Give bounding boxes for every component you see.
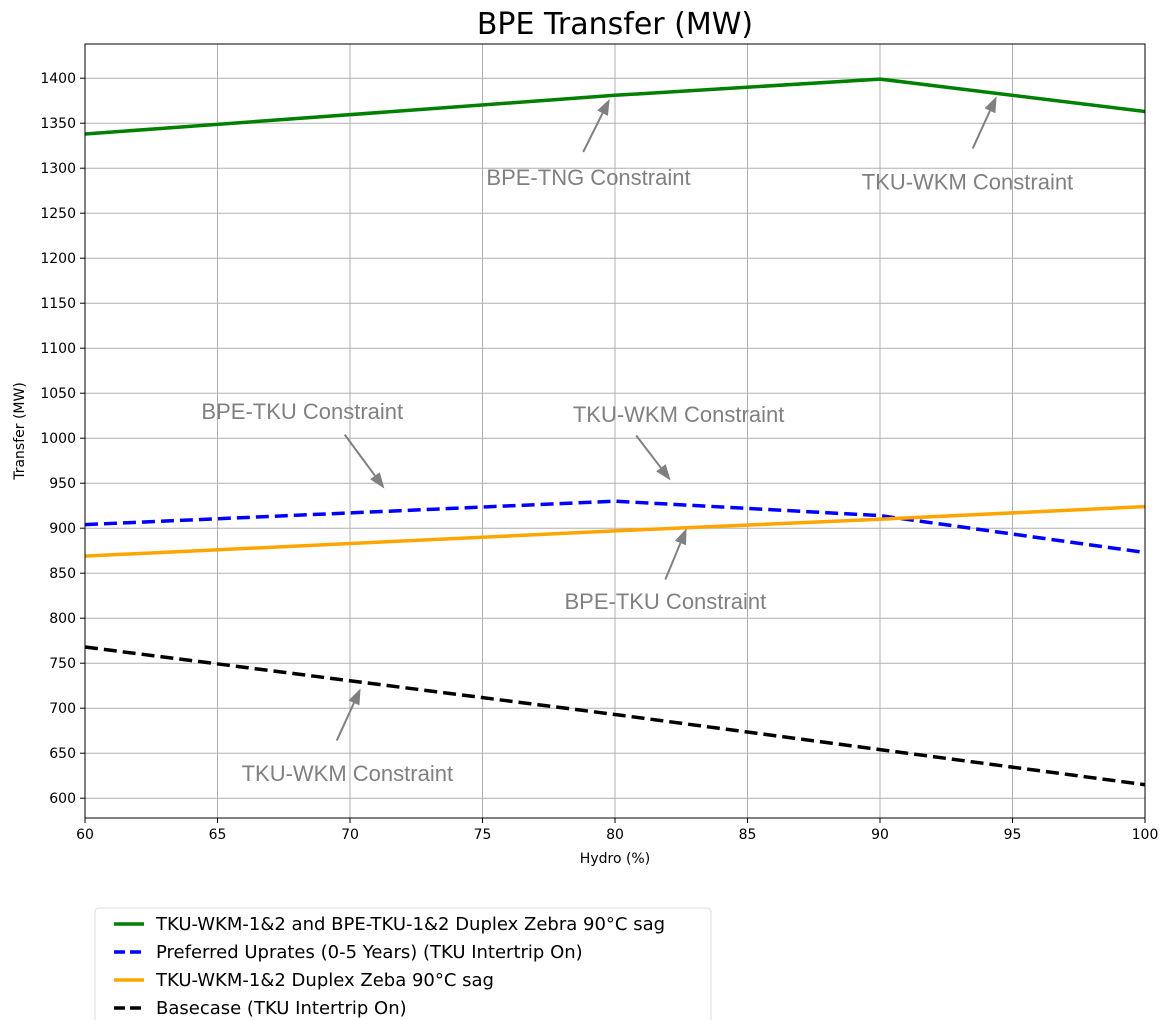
annotation-label: TKU-WKM Constraint	[862, 170, 1073, 195]
series-group	[84, 77, 1146, 787]
legend-box	[94, 907, 712, 1020]
annotation-arrow-head	[597, 98, 610, 116]
x-tick-label: 60	[76, 827, 94, 843]
x-ticks: 60 65 70 75 80 85 90 95 100	[76, 818, 1158, 843]
y-tick-label: 1350	[40, 116, 76, 132]
y-tick-label: 650	[49, 746, 76, 762]
y-tick-label: 850	[49, 566, 76, 582]
annotation-arrow-head	[984, 96, 997, 114]
annotation-arrow-shaft	[635, 434, 662, 469]
series-line-4	[84, 645, 1146, 787]
x-axis-label: Hydro (%)	[580, 851, 650, 867]
y-tick-label: 1300	[40, 161, 76, 177]
y-tick-label: 950	[49, 476, 76, 492]
chart-title: BPE Transfer (MW)	[477, 7, 753, 42]
annotation-label: BPE-TKU Constraint	[201, 399, 403, 424]
legend-entry: TKU-WKM-1&2 Duplex Zeba 90°C sag	[155, 970, 494, 991]
annotation-arrow-head	[674, 528, 687, 546]
x-tick-label: 75	[474, 827, 492, 843]
legend-entry: Basecase (TKU Intertrip On)	[156, 998, 407, 1019]
y-tick-label: 1200	[40, 251, 76, 267]
annotation-arrow-head	[656, 464, 671, 481]
annotation-label: TKU-WKM Constraint	[242, 761, 453, 786]
annotation-arrow-shaft	[582, 112, 604, 153]
y-tick-label: 600	[49, 791, 76, 807]
annotation-label: BPE-TKU Constraint	[564, 589, 766, 614]
annotation-label: BPE-TNG Constraint	[486, 165, 690, 190]
y-tick-label: 800	[49, 611, 76, 627]
annotation-arrow-shaft	[664, 542, 682, 580]
y-axis-label: Transfer (MW)	[12, 382, 28, 481]
grid	[84, 44, 1146, 818]
y-tick-label: 1000	[40, 431, 76, 447]
annotation-arrow-head	[348, 688, 361, 706]
annotations-group: BPE-TNG Constraint TKU-WKM Constraint BPE-…	[201, 96, 1073, 786]
annotation-label: TKU-WKM Constraint	[573, 402, 784, 427]
x-tick-label: 80	[606, 827, 624, 843]
y-tick-label: 1150	[40, 296, 76, 312]
x-tick-label: 65	[209, 827, 227, 843]
x-tick-label: 100	[1132, 827, 1159, 843]
x-tick-label: 90	[871, 827, 889, 843]
series-line-3	[84, 504, 1146, 558]
y-tick-label: 1250	[40, 206, 76, 222]
y-tick-label: 700	[49, 701, 76, 717]
x-tick-label: 95	[1004, 827, 1022, 843]
y-tick-label: 1400	[40, 71, 76, 87]
y-ticks: 600 650 700 750 800 850 900 950 1000 1050 1100 1150…	[40, 71, 85, 807]
annotation-arrow-shaft	[971, 110, 991, 149]
series-line-1	[84, 77, 1146, 136]
legend: TKU-WKM-1&2 and BPE-TKU-1&2 Duplex Zebra…	[94, 907, 712, 1020]
y-tick-label: 900	[49, 521, 76, 537]
annotation-arrow-head	[370, 472, 385, 489]
y-tick-label: 1100	[40, 341, 76, 357]
y-tick-label: 1050	[40, 386, 76, 402]
annotation-arrow-shaft	[335, 702, 355, 742]
x-tick-label: 85	[739, 827, 757, 843]
y-tick-label: 750	[49, 656, 76, 672]
annotation-arrow-shaft	[343, 434, 376, 477]
legend-entry: TKU-WKM-1&2 and BPE-TKU-1&2 Duplex Zebra…	[155, 914, 665, 935]
x-tick-label: 70	[341, 827, 359, 843]
legend-entry: Preferred Uprates (0-5 Years) (TKU Inter…	[156, 942, 583, 963]
